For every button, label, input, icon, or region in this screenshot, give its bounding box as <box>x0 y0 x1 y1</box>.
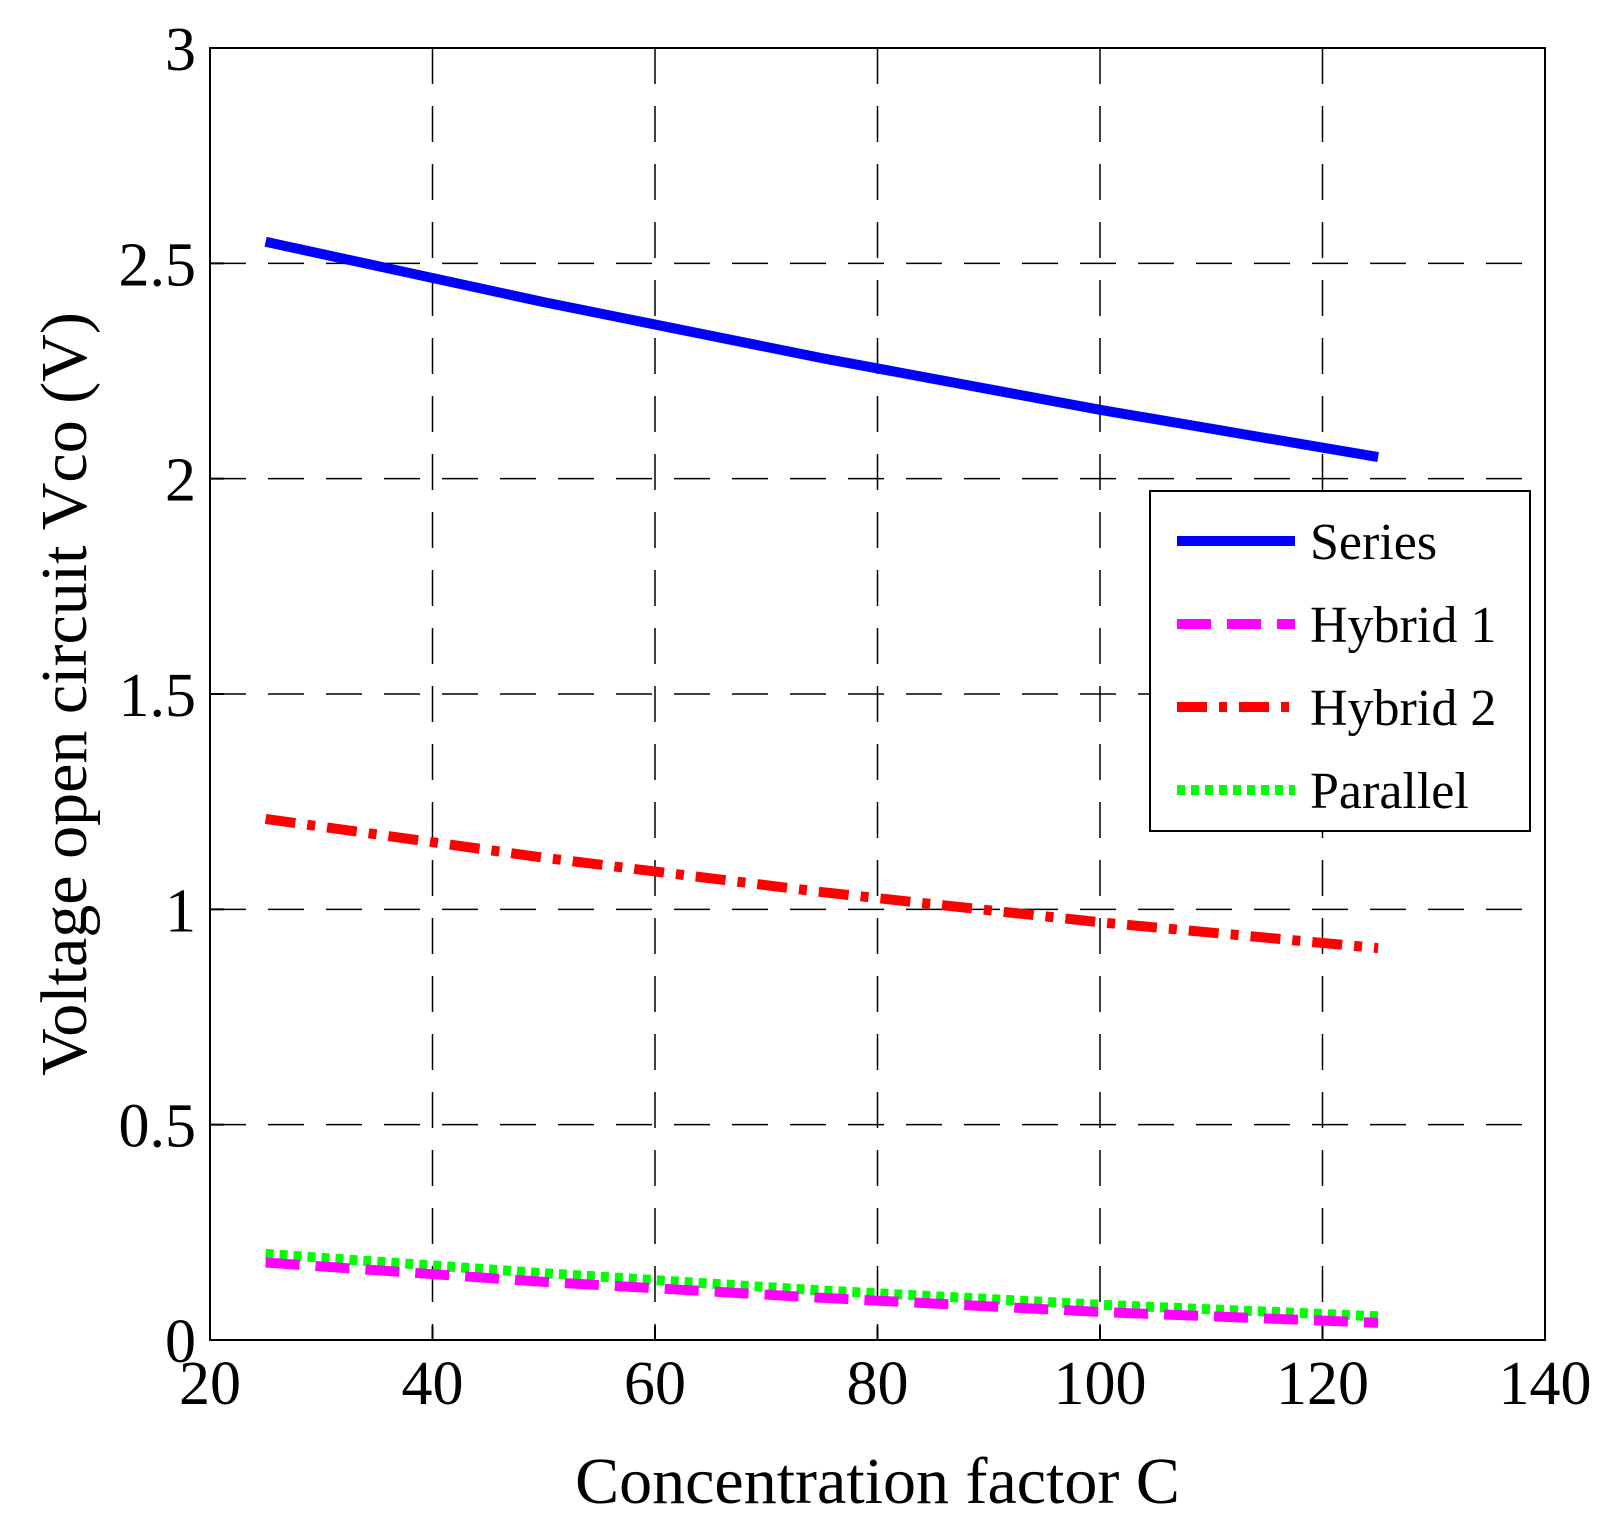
legend-label: Hybrid 2 <box>1310 680 1496 737</box>
series-line-hybrid-2 <box>264 813 1379 954</box>
x-tick-label: 140 <box>1499 1350 1592 1418</box>
series-line-series <box>264 236 1379 463</box>
x-tick-label: 20 <box>179 1350 241 1418</box>
y-tick-label: 2.5 <box>119 231 197 299</box>
y-tick-label: 1.5 <box>119 662 197 730</box>
y-tick-label: 3 <box>165 16 196 84</box>
legend-label: Hybrid 1 <box>1310 597 1496 654</box>
series-line-parallel <box>265 1248 1379 1322</box>
x-tick-label: 60 <box>624 1350 686 1418</box>
x-tick-label: 120 <box>1276 1350 1369 1418</box>
x-tick-label: 80 <box>847 1350 909 1418</box>
x-tick-label: 100 <box>1054 1350 1147 1418</box>
y-axis-label: Voltage open circuit Vco (V) <box>28 312 101 1076</box>
y-tick-label: 0.5 <box>119 1093 197 1161</box>
legend-label: Series <box>1310 514 1437 571</box>
x-tick-label: 40 <box>402 1350 464 1418</box>
y-tick-label: 2 <box>165 447 196 515</box>
x-axis-label: Concentration factor C <box>575 1445 1180 1518</box>
legend-label: Parallel <box>1310 763 1469 820</box>
y-tick-label: 0 <box>165 1308 196 1376</box>
y-tick-label: 1 <box>165 877 196 945</box>
legend: Series Hybrid 1 Hybrid 2 Parallel <box>1149 490 1531 832</box>
legend-box <box>1149 490 1531 832</box>
axis-ticks: 20 40 60 80 100 120 140 0 0.5 1 1.5 2 2.5 3 <box>119 16 1592 1418</box>
series-line-hybrid-1 <box>265 1257 1379 1328</box>
series-lines <box>264 236 1379 1328</box>
